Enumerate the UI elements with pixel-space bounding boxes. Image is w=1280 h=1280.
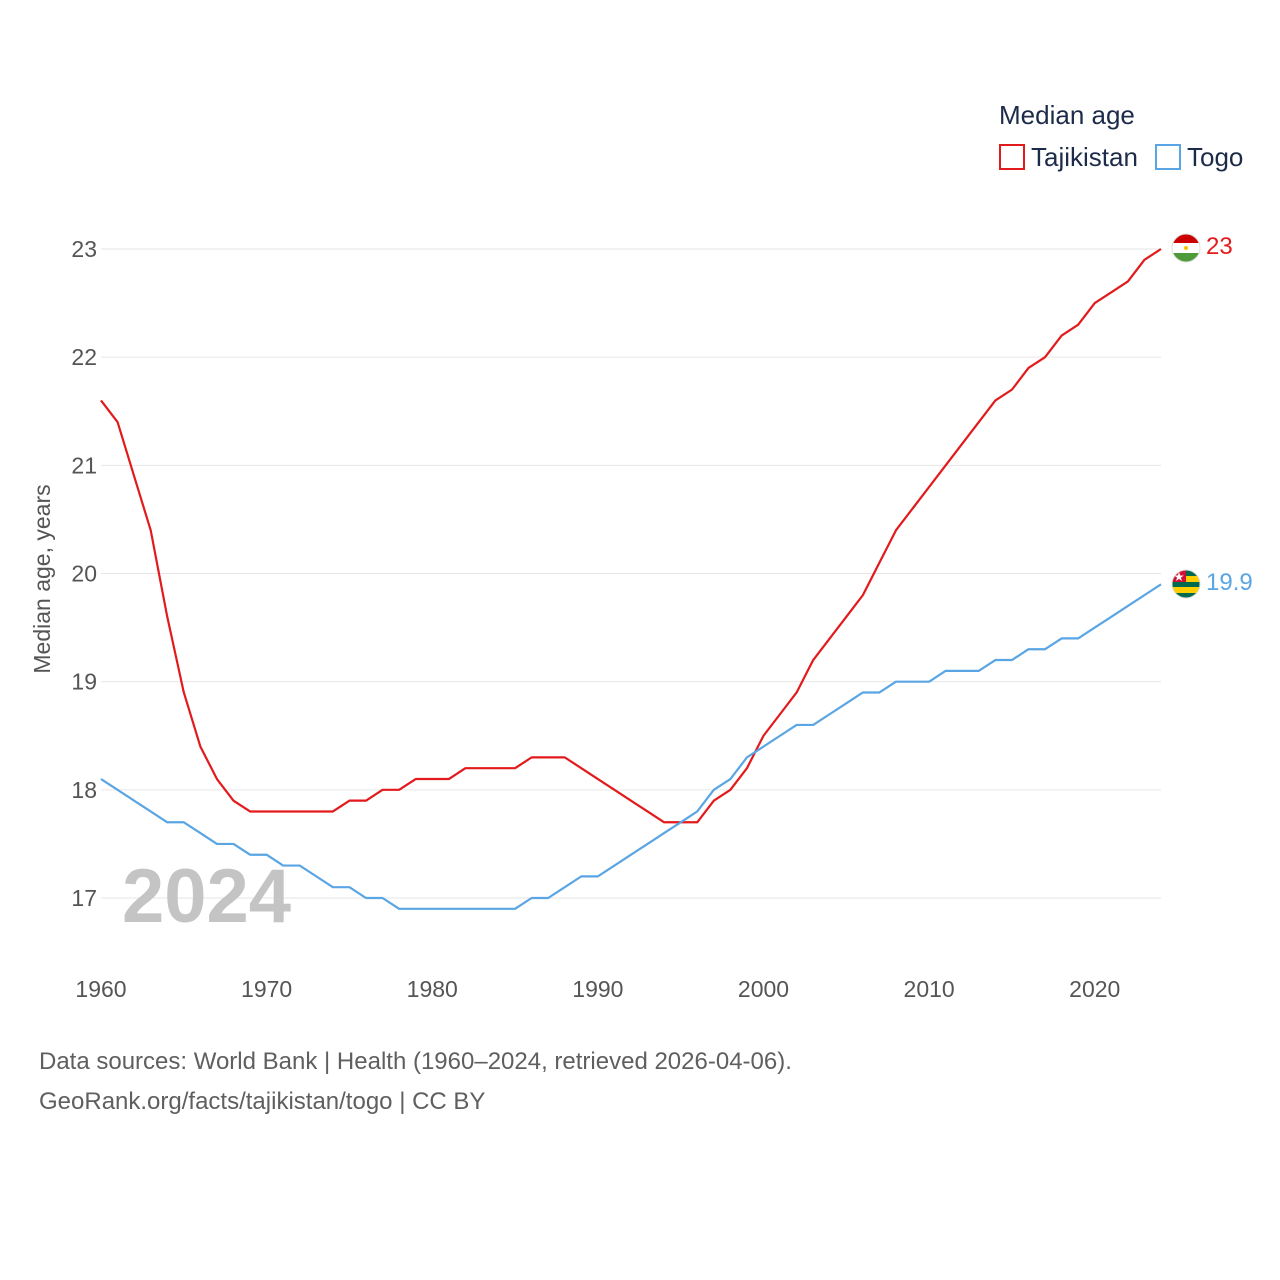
source-line-2[interactable]: GeoRank.org/facts/tajikistan/togo | CC B… xyxy=(39,1088,486,1115)
series-line-togo[interactable] xyxy=(100,583,1162,910)
series-line-tajikistan[interactable] xyxy=(100,248,1162,824)
tajikistan-flag-icon xyxy=(1172,234,1200,262)
y-axis-title: Median age, years xyxy=(29,484,55,673)
x-tick-2010: 2010 xyxy=(904,976,955,1002)
y-axis-ticks: 17 18 19 20 21 22 23 xyxy=(71,236,97,911)
y-tick-20: 20 xyxy=(71,561,97,587)
x-axis-ticks: 1960 1970 1980 1990 2000 2010 2020 xyxy=(75,976,1120,1002)
series-lines xyxy=(100,248,1162,910)
y-tick-21: 21 xyxy=(71,452,97,478)
legend-label-tajikistan[interactable]: Tajikistan xyxy=(1031,142,1138,172)
x-tick-2020: 2020 xyxy=(1069,976,1120,1002)
gridlines xyxy=(101,248,1161,899)
legend-swatch-togo[interactable] xyxy=(1155,144,1181,170)
x-tick-1990: 1990 xyxy=(572,976,623,1002)
end-label-tajikistan: 23 xyxy=(1206,233,1233,260)
legend-title: Median age xyxy=(999,100,1135,130)
source-note: Data sources: World Bank | Health (1960–… xyxy=(39,1042,792,1122)
y-tick-19: 19 xyxy=(71,669,97,695)
legend-label-togo[interactable]: Togo xyxy=(1187,142,1243,172)
x-tick-1980: 1980 xyxy=(407,976,458,1002)
y-tick-22: 22 xyxy=(71,344,97,370)
y-tick-18: 18 xyxy=(71,777,97,803)
x-tick-1970: 1970 xyxy=(241,976,292,1002)
y-tick-17: 17 xyxy=(71,885,97,911)
median-age-chart: 17 18 19 20 21 22 23 1960 1970 1980 1990 2000 2010 2… xyxy=(29,100,1253,1002)
togo-flag-icon xyxy=(1172,570,1200,598)
end-label-togo: 19.9 xyxy=(1206,569,1253,596)
source-line-1: Data sources: World Bank | Health (1960–… xyxy=(39,1048,792,1075)
legend: Median age Tajikistan Togo xyxy=(999,100,1243,172)
x-tick-2000: 2000 xyxy=(738,976,789,1002)
year-watermark: 2024 xyxy=(122,854,291,939)
legend-swatch-tajikistan[interactable] xyxy=(999,144,1025,170)
y-tick-23: 23 xyxy=(71,236,97,262)
x-tick-1960: 1960 xyxy=(75,976,126,1002)
